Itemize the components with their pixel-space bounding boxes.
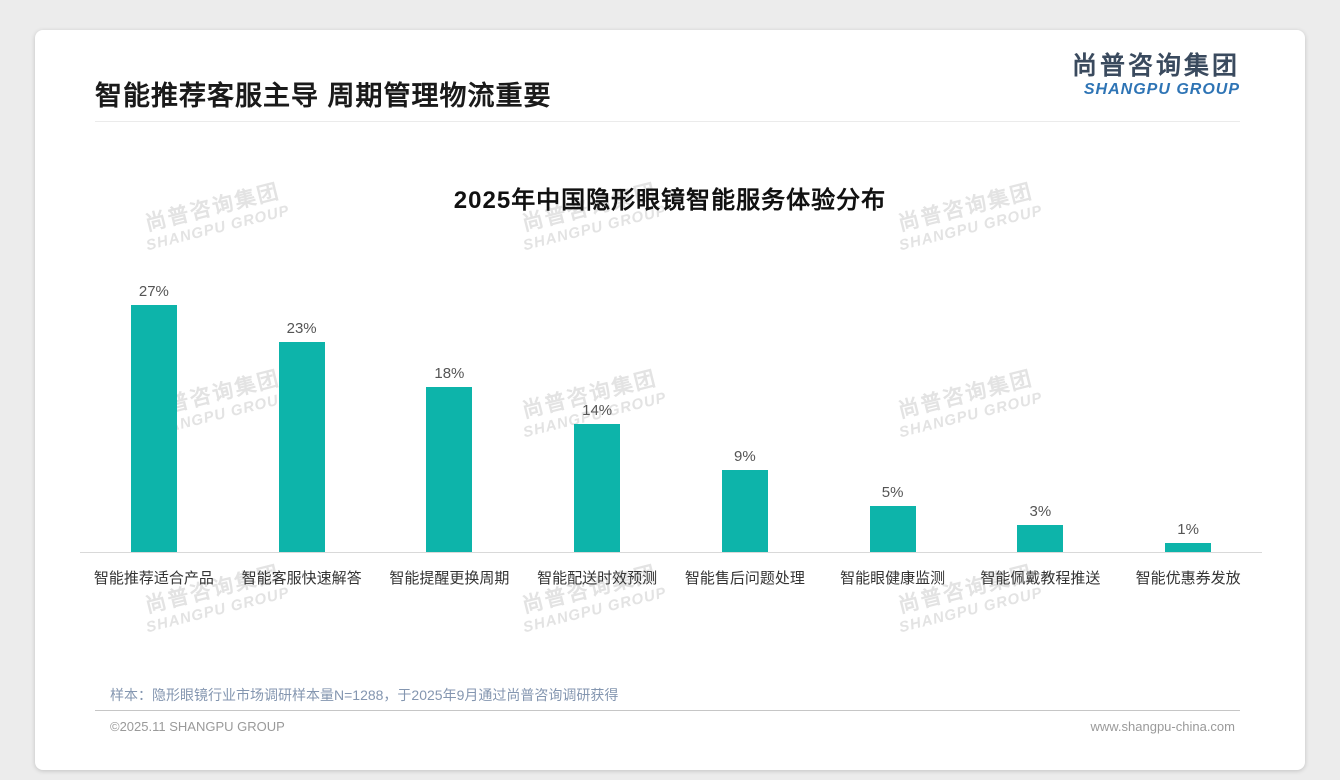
bar [130, 305, 177, 552]
bar-column: 3% [967, 503, 1115, 552]
bar-value-label: 14% [582, 402, 613, 419]
bar [278, 342, 325, 552]
chart-title: 2025年中国隐形眼镜智能服务体验分布 [453, 187, 887, 214]
x-axis-label: 智能推荐适合产品 [93, 570, 214, 587]
bar-value-label: 23% [286, 320, 317, 337]
sample-note: 样本：隐形眼镜行业市场调研样本量N=1288，于2025年9月通过尚普咨询调研获… [110, 687, 619, 703]
footer-divider [95, 710, 1240, 711]
x-axis-label: 智能佩戴教程推送 [980, 570, 1101, 587]
x-axis-label: 智能优惠券发放 [1135, 570, 1241, 587]
bar-column: 27% [80, 283, 228, 552]
bar-chart: 27% 23% 18% 14% 9% 5% 3% 1% [80, 272, 1262, 552]
header-divider [95, 121, 1240, 122]
logo-en-text: SHANGPU GROUP [1083, 80, 1240, 98]
bar-value-label: 9% [734, 448, 756, 465]
page-title: 智能推荐客服主导 周期管理物流重要 [95, 81, 552, 111]
watermark-cn-text: 尚普咨询集团 [896, 561, 1036, 618]
bar-column: 1% [1114, 521, 1262, 552]
slide-card: 尚普咨询集团 SHANGPU GROUP 尚普咨询集团 SHANGPU GROUP … [35, 30, 1305, 770]
watermark-cn-text: 尚普咨询集团 [520, 561, 660, 618]
bar-column: 23% [228, 320, 376, 552]
bar [1165, 543, 1212, 552]
bar-value-label: 5% [881, 484, 904, 501]
x-axis-label: 智能眼健康监测 [840, 570, 946, 587]
bar-column: 18% [376, 365, 524, 552]
logo-cn-text: 尚普咨询集团 [1071, 52, 1240, 80]
x-axis-labels: 智能推荐适合产品 智能客服快速解答 智能提醒更换周期 智能配送时效预测 智能售后问题处理… [80, 567, 1262, 588]
bar-column: 14% [523, 402, 671, 552]
bar-column: 5% [819, 484, 967, 552]
bar-value-label: 1% [1177, 521, 1199, 538]
x-axis-label: 智能配送时效预测 [537, 570, 658, 587]
footer: ©2025.11 SHANGPU GROUP www.shangpu-china… [110, 719, 1235, 734]
website-text: www.shangpu-china.com [1090, 719, 1235, 734]
x-axis-label: 智能提醒更换周期 [389, 570, 510, 587]
bar [1017, 525, 1064, 552]
x-axis-label: 智能客服快速解答 [241, 570, 362, 587]
copyright-text: ©2025.11 SHANGPU GROUP [110, 719, 285, 734]
watermark-cn-text: 尚普咨询集团 [143, 561, 283, 618]
bar [721, 470, 768, 552]
bar [869, 506, 916, 552]
bar [426, 387, 473, 552]
logo: 尚普咨询集团 SHANGPU GROUP [1072, 52, 1240, 99]
bar-column: 9% [671, 448, 819, 552]
bar-value-label: 3% [1029, 503, 1052, 520]
x-axis-label: 智能售后问题处理 [684, 570, 805, 587]
bar [574, 424, 621, 552]
bar-value-label: 27% [138, 283, 169, 300]
x-axis-line [80, 552, 1262, 553]
bar-value-label: 18% [434, 365, 465, 382]
